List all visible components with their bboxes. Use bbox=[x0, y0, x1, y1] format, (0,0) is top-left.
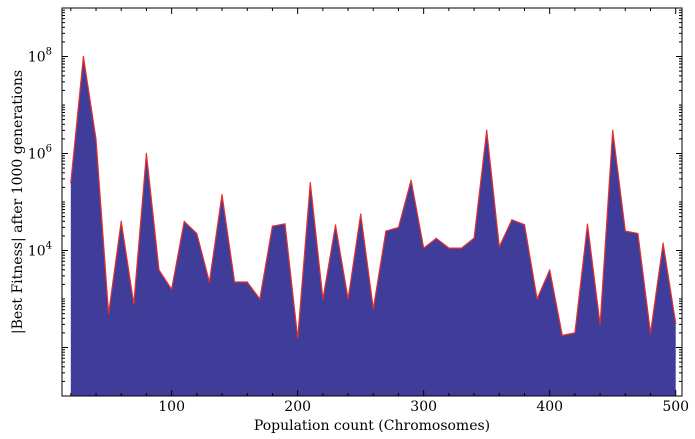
data-point bbox=[145, 152, 147, 155]
data-point bbox=[70, 182, 72, 184]
data-point bbox=[549, 269, 551, 271]
data-point bbox=[372, 308, 374, 310]
data-point bbox=[183, 220, 185, 222]
axis-ticks: 100 200 300 400 500 104 106 108 bbox=[28, 7, 689, 415]
data-point bbox=[271, 225, 273, 227]
data-point bbox=[586, 223, 589, 225]
data-point bbox=[511, 219, 513, 221]
data-point bbox=[171, 288, 173, 290]
data-point bbox=[649, 332, 652, 334]
data-point bbox=[574, 332, 576, 334]
x-tick-label: 100 bbox=[158, 399, 185, 415]
data-point bbox=[561, 334, 563, 336]
data-point bbox=[385, 230, 387, 232]
data-point bbox=[309, 182, 311, 184]
data-point bbox=[448, 247, 450, 249]
data-point bbox=[498, 246, 500, 248]
area-fill-series-0 bbox=[70, 56, 676, 396]
data-point bbox=[612, 129, 614, 131]
data-point bbox=[158, 269, 160, 271]
data-point bbox=[196, 232, 198, 235]
data-point bbox=[82, 55, 84, 58]
data-point bbox=[675, 322, 677, 324]
data-point bbox=[221, 194, 223, 196]
data-point bbox=[234, 281, 236, 283]
data-point bbox=[108, 313, 110, 315]
data-point bbox=[486, 129, 488, 131]
y-tick-label: 106 bbox=[28, 144, 52, 163]
data-point bbox=[208, 281, 210, 283]
data-point bbox=[662, 242, 664, 244]
x-axis-label: Population count (Chromosomes) bbox=[254, 418, 490, 434]
data-point bbox=[322, 298, 324, 300]
y-tick-label: 108 bbox=[28, 47, 52, 66]
data-point bbox=[334, 224, 337, 226]
data-point bbox=[536, 298, 538, 300]
data-point bbox=[284, 223, 286, 225]
data-point bbox=[473, 237, 475, 239]
data-point bbox=[637, 232, 639, 235]
data-point bbox=[599, 323, 601, 325]
data-point bbox=[410, 179, 412, 181]
data-point bbox=[259, 298, 261, 300]
plot-area bbox=[70, 55, 677, 396]
data-point bbox=[435, 237, 437, 239]
x-tick-label: 200 bbox=[284, 399, 311, 415]
data-point bbox=[133, 303, 135, 305]
data-point bbox=[120, 220, 122, 222]
data-point bbox=[460, 247, 463, 249]
y-tick-label: 104 bbox=[28, 241, 52, 260]
data-point bbox=[624, 230, 626, 232]
data-point bbox=[297, 337, 299, 339]
data-point bbox=[246, 281, 248, 283]
x-tick-label: 500 bbox=[662, 399, 689, 415]
data-point bbox=[360, 213, 362, 215]
x-tick-label: 400 bbox=[536, 399, 563, 415]
data-point bbox=[397, 226, 400, 228]
x-tick-label: 300 bbox=[410, 399, 437, 415]
data-point bbox=[95, 138, 97, 140]
y-axis-label: |Best Fitness| after 1000 generations bbox=[10, 70, 26, 334]
data-point bbox=[423, 247, 425, 249]
data-point bbox=[347, 298, 349, 300]
data-point bbox=[523, 224, 526, 226]
